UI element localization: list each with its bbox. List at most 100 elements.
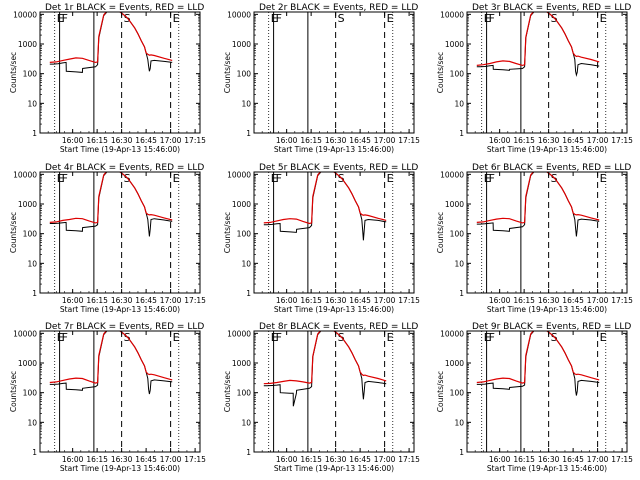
x-tick-label: 16:15 <box>300 136 322 145</box>
y-tick-label: 10000 <box>227 10 251 19</box>
events-series-line <box>263 172 387 241</box>
events-series-line <box>49 331 173 395</box>
y-tick-label: 1 <box>32 448 37 457</box>
y-tick-label: 10000 <box>440 329 464 338</box>
x-tick-label: 16:15 <box>300 296 322 305</box>
y-axis-label: Counts/sec <box>223 52 232 93</box>
lld-series-line <box>476 172 600 224</box>
flag-label: E <box>387 172 394 185</box>
x-tick-label: 17:00 <box>587 296 609 305</box>
y-tick-label: 10 <box>27 259 37 268</box>
y-tick-label: 1000 <box>232 40 251 49</box>
flag-label: F <box>489 12 495 25</box>
y-tick-label: 100 <box>450 70 465 79</box>
x-axis-label: Start Time (19-Apr-13 15:46:00) <box>60 305 180 314</box>
x-axis-label: Start Time (19-Apr-13 15:46:00) <box>487 305 607 314</box>
y-axis-label: Counts/sec <box>9 212 18 253</box>
y-tick-label: 1000 <box>445 359 464 368</box>
x-tick-label: 17:00 <box>160 455 182 464</box>
lld-series-line <box>49 172 173 224</box>
flag-label: E <box>484 172 491 185</box>
x-tick-label: 16:00 <box>62 296 84 305</box>
y-tick-label: 1000 <box>18 359 37 368</box>
y-tick-label: 10 <box>27 418 37 427</box>
x-tick-label: 16:45 <box>562 136 584 145</box>
x-axis-label: Start Time (19-Apr-13 15:46:00) <box>274 305 394 314</box>
x-tick-label: 17:15 <box>398 455 420 464</box>
x-tick-label: 16:30 <box>325 136 347 145</box>
x-tick-label: 16:45 <box>349 296 371 305</box>
x-tick-label: 17:15 <box>184 296 206 305</box>
x-tick-label: 16:30 <box>538 455 560 464</box>
y-axis-label: Counts/sec <box>436 52 445 93</box>
x-tick-label: 17:15 <box>184 455 206 464</box>
y-axis-label: Counts/sec <box>223 371 232 412</box>
y-tick-label: 10 <box>454 99 464 108</box>
plot-frame <box>39 11 201 134</box>
flag-label: E <box>600 172 607 185</box>
flag-label: F <box>489 331 495 344</box>
y-tick-label: 1 <box>246 448 251 457</box>
x-tick-label: 16:45 <box>135 455 157 464</box>
plot-frame <box>466 11 628 134</box>
chart-title: Det 8r BLACK = Events, RED = LLD <box>259 322 418 332</box>
flag-label: E <box>271 12 278 25</box>
plot-frame <box>253 171 415 294</box>
x-tick-label: 16:30 <box>325 455 347 464</box>
x-tick-label: 17:00 <box>160 136 182 145</box>
x-tick-label: 16:15 <box>86 296 108 305</box>
plot-frame <box>466 171 628 294</box>
x-tick-label: 16:15 <box>513 136 535 145</box>
flag-label: F <box>62 172 68 185</box>
x-tick-label: 16:00 <box>62 455 84 464</box>
y-tick-label: 10000 <box>440 10 464 19</box>
y-tick-label: 10 <box>454 259 464 268</box>
lld-series-line <box>263 331 387 385</box>
x-tick-label: 16:30 <box>538 296 560 305</box>
plot-frame <box>39 330 201 453</box>
y-tick-label: 100 <box>23 70 38 79</box>
x-tick-label: 16:15 <box>86 136 108 145</box>
chart-title: Det 3r BLACK = Events, RED = LLD <box>472 3 631 13</box>
y-axis-label: Counts/sec <box>9 52 18 93</box>
events-series-line <box>476 12 600 77</box>
x-tick-label: 17:15 <box>398 296 420 305</box>
chart-title: Det 1r BLACK = Events, RED = LLD <box>45 3 204 13</box>
x-axis-label: Start Time (19-Apr-13 15:46:00) <box>274 464 394 473</box>
flag-label: E <box>57 331 64 344</box>
x-axis-label: Start Time (19-Apr-13 15:46:00) <box>274 145 394 154</box>
y-tick-label: 10000 <box>13 170 37 179</box>
plot-frame <box>39 171 201 294</box>
events-series-line <box>49 12 173 73</box>
y-axis-label: Counts/sec <box>9 371 18 412</box>
flag-label: S <box>338 12 345 25</box>
x-tick-label: 16:45 <box>562 455 584 464</box>
y-tick-label: 1000 <box>445 200 464 209</box>
y-tick-label: 10 <box>454 418 464 427</box>
events-series-line <box>263 331 387 407</box>
flag-label: F <box>276 331 282 344</box>
x-tick-label: 16:30 <box>111 296 133 305</box>
flag-label: F <box>62 331 68 344</box>
chart-title: Det 5r BLACK = Events, RED = LLD <box>259 163 418 173</box>
plot-frame <box>466 330 628 453</box>
y-axis-label: Counts/sec <box>436 212 445 253</box>
flag-label: E <box>387 12 394 25</box>
y-tick-label: 1000 <box>445 40 464 49</box>
lld-series-line <box>263 172 387 225</box>
lld-series-line <box>49 331 173 384</box>
x-tick-label: 16:15 <box>513 455 535 464</box>
x-axis-label: Start Time (19-Apr-13 15:46:00) <box>60 145 180 154</box>
y-tick-label: 1 <box>32 289 37 298</box>
y-tick-label: 10000 <box>227 170 251 179</box>
x-tick-label: 16:00 <box>276 455 298 464</box>
x-tick-label: 16:00 <box>489 455 511 464</box>
events-series-line <box>49 172 173 237</box>
flag-label: E <box>271 172 278 185</box>
